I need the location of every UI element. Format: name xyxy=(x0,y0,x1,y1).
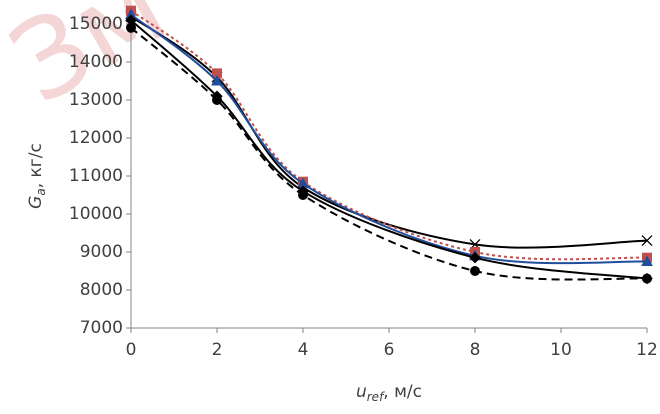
series-line xyxy=(130,15,648,249)
y-tick-label: 13000 xyxy=(69,90,123,110)
x-label-symbol: u xyxy=(356,382,367,402)
y-tick-label: 11000 xyxy=(69,166,123,186)
x-label-subscript: ref xyxy=(367,390,385,404)
x-tick-label: 2 xyxy=(212,340,223,360)
marker xyxy=(211,74,223,86)
y-label-symbol: G xyxy=(26,196,46,209)
series-line xyxy=(130,13,648,265)
series-line xyxy=(130,19,648,280)
y-label-unit: , кг/с xyxy=(26,143,46,188)
y-tick-label: 14000 xyxy=(69,52,123,72)
y-tick-label: 10000 xyxy=(69,204,123,224)
x-tick-label: 0 xyxy=(126,340,137,360)
x-tick-label: 12 xyxy=(636,340,658,360)
y-tick-label: 7000 xyxy=(80,318,123,338)
marker xyxy=(641,272,653,285)
y-tick-label: 9000 xyxy=(80,242,123,262)
series-line xyxy=(130,27,648,281)
x-tick-label: 8 xyxy=(470,340,481,360)
marker xyxy=(470,266,480,276)
y-tick-label: 12000 xyxy=(69,128,123,148)
x-tick-label: 10 xyxy=(550,340,572,360)
x-axis-label: uref, м/с xyxy=(356,382,422,404)
marker xyxy=(297,185,309,197)
y-axis-label: Ga, кг/с xyxy=(26,143,48,209)
series-line xyxy=(130,9,648,261)
marker xyxy=(641,235,653,247)
marker xyxy=(125,14,137,26)
marker xyxy=(211,90,223,102)
x-label-unit: , м/с xyxy=(383,382,422,402)
marker xyxy=(641,255,653,266)
y-tick-label: 8000 xyxy=(80,280,123,300)
x-tick-label: 4 xyxy=(298,340,309,360)
x-tick-label: 6 xyxy=(384,340,395,360)
y-tick-label: 15000 xyxy=(69,14,123,34)
y-label-subscript: a xyxy=(34,188,48,195)
marker xyxy=(469,251,481,264)
